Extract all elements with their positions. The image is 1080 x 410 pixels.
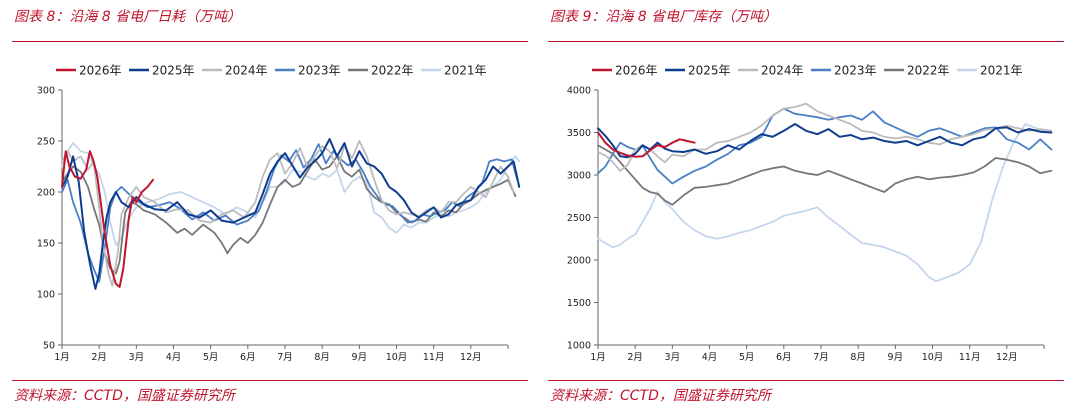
y-tick-label: 4000 xyxy=(567,86,591,97)
x-tick-label: 12月 xyxy=(460,352,482,363)
x-tick-label: 9月 xyxy=(888,352,904,363)
y-tick-label: 3000 xyxy=(567,171,591,182)
x-tick-label: 4月 xyxy=(166,352,182,363)
x-tick-label: 12月 xyxy=(996,352,1018,363)
source-divider xyxy=(12,380,528,381)
legend-item: 2025年 xyxy=(129,64,195,78)
legend-item: 2021年 xyxy=(421,64,487,78)
series-line-2024年 xyxy=(597,102,1053,172)
series-line-2022年 xyxy=(597,144,1053,206)
x-tick-label: 2月 xyxy=(91,352,107,363)
y-tick-label: 300 xyxy=(37,86,55,97)
chart-title: 图表 8：沿海 8 省电厂日耗（万吨） xyxy=(14,9,242,25)
x-tick-label: 11月 xyxy=(423,352,445,363)
x-tick-label: 11月 xyxy=(959,352,981,363)
legend-label: 2026年 xyxy=(615,64,658,78)
x-tick-label: 3月 xyxy=(129,352,145,363)
x-tick-label: 2月 xyxy=(627,352,643,363)
y-tick-label: 150 xyxy=(37,239,55,250)
chart-source: 资料来源：CCTD，国盛证券研究所 xyxy=(14,388,235,404)
x-tick-label: 10月 xyxy=(922,352,944,363)
legend-item: 2024年 xyxy=(738,64,804,78)
x-tick-label: 5月 xyxy=(203,352,219,363)
series-line-2025年 xyxy=(597,123,1053,159)
x-tick-label: 3月 xyxy=(665,352,681,363)
series-line-2023年 xyxy=(61,143,519,283)
legend-label: 2021年 xyxy=(444,64,487,78)
series-line-2023年 xyxy=(597,107,1053,185)
legend-item: 2026年 xyxy=(56,64,122,78)
series-line-2026年 xyxy=(61,150,155,288)
legend-item: 2023年 xyxy=(275,64,341,78)
legend-item: 2026年 xyxy=(592,64,658,78)
y-tick-label: 100 xyxy=(37,290,55,301)
legend-label: 2025年 xyxy=(152,64,195,78)
inventory-line-chart: 2026年 2025年 2024年 2023年 2022年 2021年 1000 1500 20… xyxy=(567,64,1053,363)
title-divider xyxy=(12,41,528,42)
daily-consumption-line-chart: 2026年 2025年 2024年 2023年 2022年 2021年 50 100 150 20… xyxy=(37,64,521,363)
chart-panel-inventory: 图表 9：沿海 8 省电厂库存（万吨） 2026年 2025年 2024年 2023年… xyxy=(548,0,1068,410)
legend-label: 2022年 xyxy=(371,64,414,78)
legend-label: 2023年 xyxy=(834,64,877,78)
x-tick-label: 10月 xyxy=(386,352,408,363)
y-tick-label: 3500 xyxy=(567,128,591,139)
x-tick-label: 4月 xyxy=(702,352,718,363)
y-tick-label: 2000 xyxy=(567,256,591,267)
y-tick-label: 50 xyxy=(43,341,55,352)
legend-label: 2022年 xyxy=(907,64,950,78)
x-tick-label: 8月 xyxy=(314,352,330,363)
legend-item: 2021年 xyxy=(957,64,1023,78)
legend-label: 2023年 xyxy=(298,64,341,78)
legend-item: 2022年 xyxy=(884,64,950,78)
title-divider xyxy=(548,41,1064,42)
x-tick-label: 7月 xyxy=(813,352,829,363)
series-line-2021年 xyxy=(597,123,1049,283)
chart-title: 图表 9：沿海 8 省电厂库存（万吨） xyxy=(550,9,778,25)
x-tick-label: 6月 xyxy=(240,352,256,363)
series-line-2025年 xyxy=(61,138,521,290)
legend-label: 2021年 xyxy=(980,64,1023,78)
chart-source: 资料来源：CCTD，国盛证券研究所 xyxy=(550,388,771,404)
x-tick-label: 5月 xyxy=(739,352,755,363)
x-tick-label: 8月 xyxy=(850,352,866,363)
legend-label: 2025年 xyxy=(688,64,731,78)
y-tick-label: 1000 xyxy=(567,341,591,352)
y-tick-label: 1500 xyxy=(567,298,591,309)
legend-item: 2024年 xyxy=(202,64,268,78)
legend-item: 2022年 xyxy=(348,64,414,78)
legend-label: 2024年 xyxy=(761,64,804,78)
y-tick-label: 200 xyxy=(37,188,55,199)
y-tick-label: 2500 xyxy=(567,213,591,224)
series-line-2024年 xyxy=(61,140,515,287)
x-tick-label: 1月 xyxy=(590,352,606,363)
legend-label: 2024年 xyxy=(225,64,268,78)
x-tick-label: 9月 xyxy=(352,352,368,363)
x-tick-label: 7月 xyxy=(277,352,293,363)
legend-item: 2025年 xyxy=(665,64,731,78)
y-tick-label: 250 xyxy=(37,137,55,148)
series-line-2026年 xyxy=(597,131,696,158)
x-tick-label: 6月 xyxy=(776,352,792,363)
chart-panel-daily-consumption: 图表 8：沿海 8 省电厂日耗（万吨） 2026年 2025年 2024年 2023年… xyxy=(12,0,532,410)
legend-item: 2023年 xyxy=(811,64,877,78)
source-divider xyxy=(548,380,1064,381)
x-tick-label: 1月 xyxy=(54,352,70,363)
legend-label: 2026年 xyxy=(79,64,122,78)
